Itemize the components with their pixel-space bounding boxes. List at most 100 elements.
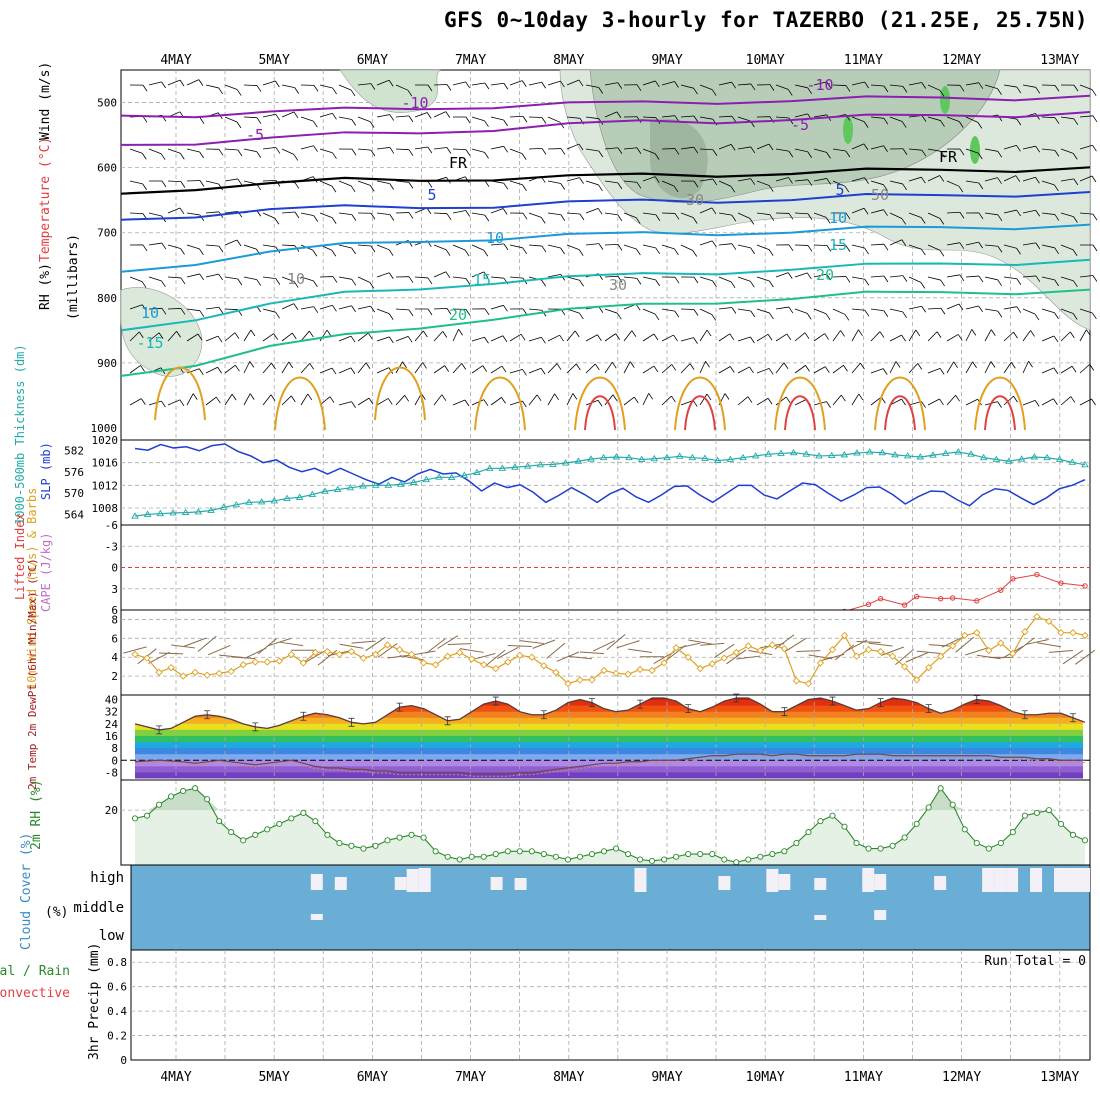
wind-barb-flag bbox=[540, 217, 546, 224]
wind-barb-flag bbox=[804, 332, 810, 339]
wind-barb-flag bbox=[1054, 184, 1059, 192]
wind-barb bbox=[547, 334, 560, 342]
wind-barb bbox=[319, 367, 333, 374]
wind-barb bbox=[452, 329, 459, 342]
wind-barb bbox=[642, 308, 656, 315]
wind-barb-flag bbox=[692, 250, 698, 257]
wind-barb-flag bbox=[522, 184, 527, 191]
wind-speed-point bbox=[612, 669, 620, 677]
wind-speed-point bbox=[756, 646, 764, 655]
wind-barb-flag bbox=[997, 279, 1003, 287]
minmax-errorbar bbox=[540, 710, 547, 720]
isotherm-label: 20 bbox=[816, 266, 834, 284]
rh2m-point bbox=[721, 856, 728, 863]
wind-barb bbox=[357, 83, 371, 86]
wind-barb bbox=[642, 148, 656, 154]
wind-barb bbox=[946, 303, 960, 310]
wind-speed-point bbox=[239, 661, 247, 669]
wind-barb-flag bbox=[180, 181, 186, 188]
wind-barb-flag bbox=[369, 185, 375, 192]
rh2m-point bbox=[456, 856, 463, 863]
wind-barb-flag bbox=[617, 276, 623, 283]
wind-barb bbox=[528, 336, 542, 342]
wind-barb-flag bbox=[921, 306, 927, 313]
wind-barb-flag bbox=[198, 79, 204, 86]
y-tick-label: 20 bbox=[105, 804, 118, 817]
wind-barb bbox=[1041, 308, 1055, 314]
wind-barb-flag bbox=[179, 153, 185, 160]
wind-barb bbox=[224, 84, 238, 90]
wind-barb-flag bbox=[788, 244, 794, 252]
wind-barb bbox=[737, 336, 751, 342]
wind-barb-flag bbox=[769, 214, 775, 221]
wind-barb bbox=[433, 365, 445, 374]
wind-speed-point bbox=[780, 645, 789, 653]
wind-speed-point bbox=[215, 669, 223, 677]
wind-barb-flag bbox=[294, 211, 300, 219]
wind-barb-flag bbox=[484, 337, 489, 344]
wind-barb-flag bbox=[367, 332, 373, 340]
wind-barb bbox=[1079, 84, 1093, 91]
wind-barb bbox=[509, 180, 523, 186]
wind-barb bbox=[1041, 398, 1054, 406]
cloud-high-bar bbox=[814, 878, 827, 890]
isotherm-label: 5 bbox=[427, 186, 436, 204]
wind-barb bbox=[509, 244, 523, 249]
minmax-errorbar bbox=[156, 725, 163, 735]
thickness-point bbox=[891, 451, 899, 458]
wind-barb bbox=[186, 308, 200, 312]
wind-barb bbox=[870, 145, 884, 150]
wind-barb-flag bbox=[574, 330, 580, 338]
cloud-axis-label: Cloud Cover (%) bbox=[19, 833, 34, 950]
wind-barb bbox=[1041, 244, 1055, 249]
wind-barb-flag bbox=[501, 365, 507, 373]
wind-barb-flag bbox=[332, 305, 337, 312]
wind-barb-flag bbox=[883, 145, 888, 152]
wind-barb-flag bbox=[161, 180, 167, 188]
wind-barb bbox=[794, 398, 807, 406]
y-tick-label: 32 bbox=[105, 706, 118, 719]
minmax-errorbar bbox=[829, 696, 836, 706]
thickness-point bbox=[295, 493, 304, 500]
wind-barb-flag bbox=[921, 176, 926, 184]
wind-barb bbox=[1003, 144, 1017, 150]
isotherm-30 bbox=[884, 395, 916, 431]
wind-barb-flag bbox=[864, 81, 869, 89]
wind-barb-flag bbox=[422, 362, 427, 369]
wind-barb-flag bbox=[845, 276, 851, 283]
wind-barb bbox=[167, 308, 182, 310]
wind-barb-flag bbox=[237, 149, 243, 157]
thickness-point bbox=[498, 464, 507, 471]
wind-barb-flag bbox=[750, 178, 756, 185]
wind-barb-flag bbox=[1028, 361, 1033, 368]
wind-barb bbox=[775, 306, 789, 310]
wind-barb bbox=[756, 397, 769, 406]
wind-barb-flag bbox=[1073, 84, 1079, 92]
wind-barb-flag bbox=[895, 361, 901, 368]
wind-barb-flag bbox=[844, 314, 850, 321]
wind-barb bbox=[129, 276, 143, 283]
wind-barb bbox=[832, 308, 846, 315]
wind-barb bbox=[965, 361, 973, 374]
wind-barb-flag bbox=[826, 245, 832, 252]
wind-barb-flag bbox=[787, 89, 793, 96]
wind-barb-flag bbox=[312, 250, 318, 257]
wind-barb-flag bbox=[807, 87, 813, 95]
rh2m-point bbox=[264, 826, 271, 833]
wind-speed-point bbox=[588, 676, 596, 684]
wind-barb-flag bbox=[711, 89, 717, 96]
cloud-layer-label: high bbox=[90, 870, 124, 886]
wind-barb-flag bbox=[939, 90, 945, 97]
wind-barb-flag bbox=[199, 248, 204, 256]
wind-barb-flag bbox=[536, 394, 542, 402]
wind-barb bbox=[851, 393, 860, 406]
wind-barb bbox=[566, 363, 577, 374]
wind-barb-10m bbox=[1015, 637, 1035, 654]
cloud-high-bar bbox=[718, 876, 731, 890]
wind-barb-flag bbox=[958, 303, 964, 311]
wind-barb-10m bbox=[447, 643, 472, 646]
lifted-index-axis-label: Lifted Index bbox=[13, 513, 27, 600]
isotherm--10 bbox=[120, 94, 1091, 119]
wind-barb bbox=[281, 84, 295, 89]
wind-barb-flag bbox=[997, 214, 1003, 222]
